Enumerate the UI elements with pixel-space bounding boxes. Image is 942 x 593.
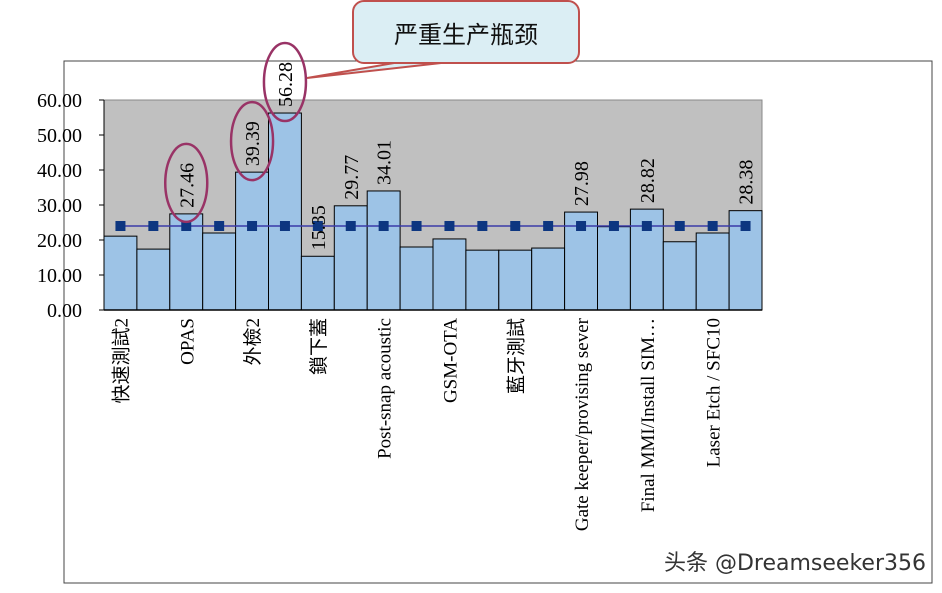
reference-marker xyxy=(674,221,685,231)
reference-marker xyxy=(148,221,159,231)
x-category-label: Final MMI/Install SIM… xyxy=(638,318,659,512)
data-label: 39.39 xyxy=(242,121,264,166)
highlight-ellipse xyxy=(229,100,275,182)
reference-marker xyxy=(707,221,718,231)
bar xyxy=(366,190,401,311)
x-category-label: 藍牙測試 xyxy=(505,318,527,394)
bar xyxy=(202,232,237,311)
reference-marker xyxy=(115,221,126,231)
reference-marker xyxy=(641,221,652,231)
data-label: 28.38 xyxy=(736,160,758,205)
reference-marker xyxy=(444,221,455,231)
bar xyxy=(695,232,730,311)
bar xyxy=(498,249,533,311)
data-label: 27.98 xyxy=(571,161,593,206)
reference-marker xyxy=(378,221,389,231)
x-category-label: GSM-OTA xyxy=(440,318,461,403)
x-category-label: 外檢2 xyxy=(242,318,264,366)
bar xyxy=(300,255,335,311)
bar xyxy=(465,249,500,311)
y-tick-label: 10.00 xyxy=(37,265,82,287)
data-label: 29.77 xyxy=(341,155,363,200)
reference-marker xyxy=(279,221,290,231)
bar xyxy=(399,246,434,311)
y-tick-label: 20.00 xyxy=(37,230,82,252)
highlight-ellipse xyxy=(164,142,209,224)
y-tick-label: 50.00 xyxy=(37,125,82,147)
bar xyxy=(531,247,566,311)
x-category-label: 快速測試2 xyxy=(110,318,132,404)
data-label: 34.01 xyxy=(374,140,396,185)
bar xyxy=(235,171,270,311)
bottleneck-callout: 严重生产瓶颈 xyxy=(352,0,580,64)
reference-marker xyxy=(411,221,422,231)
x-category-label: Post-snap acoustic xyxy=(375,318,396,459)
y-tick-label: 30.00 xyxy=(37,195,82,217)
highlight-ellipse xyxy=(262,41,308,123)
y-tick-label: 60.00 xyxy=(37,90,82,112)
reference-marker xyxy=(247,221,258,231)
x-category-label: OPAS xyxy=(177,318,198,365)
y-tick-label: 40.00 xyxy=(37,160,82,182)
bar xyxy=(597,226,631,311)
data-label: 27.46 xyxy=(176,163,198,208)
reference-marker xyxy=(510,221,521,231)
data-label: 56.28 xyxy=(275,62,297,107)
reference-marker xyxy=(345,221,356,231)
reference-marker xyxy=(312,221,323,231)
reference-marker xyxy=(181,221,192,231)
reference-marker xyxy=(543,221,554,231)
y-tick-label: 0.00 xyxy=(47,300,82,322)
bar xyxy=(432,238,467,311)
bar xyxy=(136,248,171,311)
bar xyxy=(662,241,697,311)
bar xyxy=(103,235,138,311)
reference-marker xyxy=(214,221,225,231)
watermark: 头条 @Dreamseeker356 xyxy=(663,551,926,576)
x-category-label: 鎖下蓋 xyxy=(308,318,330,375)
reference-marker xyxy=(477,221,488,231)
x-category-label: Gate keeper/provising sever xyxy=(572,317,593,531)
data-label: 28.82 xyxy=(637,158,659,203)
reference-marker xyxy=(576,221,587,231)
reference-marker xyxy=(608,221,619,231)
x-category-label: Laser Etch / SFC10 xyxy=(704,318,725,467)
reference-marker xyxy=(740,221,751,231)
data-label: 15.35 xyxy=(308,205,330,250)
